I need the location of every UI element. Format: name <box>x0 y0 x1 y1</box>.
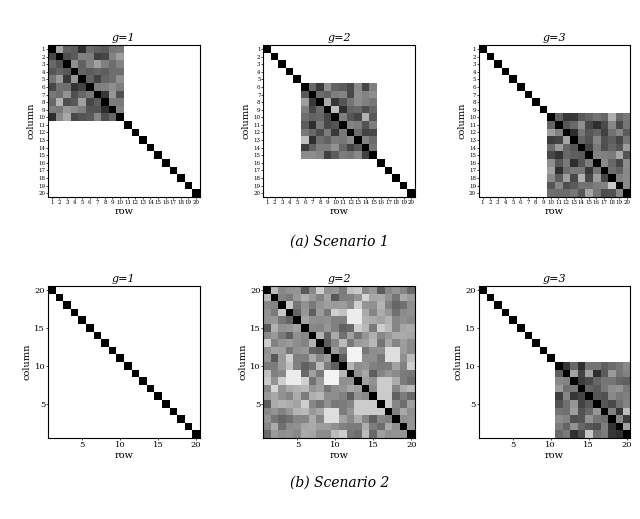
Y-axis label: column: column <box>238 344 247 380</box>
Y-axis label: column: column <box>242 103 251 139</box>
Title: g=2: g=2 <box>328 33 351 43</box>
Y-axis label: column: column <box>453 344 463 380</box>
X-axis label: row: row <box>545 208 564 216</box>
X-axis label: row: row <box>545 452 564 460</box>
Title: g=2: g=2 <box>328 274 351 284</box>
Y-axis label: column: column <box>26 103 35 139</box>
Y-axis label: column: column <box>457 103 466 139</box>
X-axis label: row: row <box>330 452 349 460</box>
X-axis label: row: row <box>330 208 349 216</box>
Title: g=1: g=1 <box>112 33 136 43</box>
Title: g=3: g=3 <box>543 274 566 284</box>
X-axis label: row: row <box>115 208 133 216</box>
Text: (a) Scenario 1: (a) Scenario 1 <box>290 235 388 249</box>
Title: g=1: g=1 <box>112 274 136 284</box>
Y-axis label: column: column <box>22 344 32 380</box>
Title: g=3: g=3 <box>543 33 566 43</box>
X-axis label: row: row <box>115 452 133 460</box>
Text: (b) Scenario 2: (b) Scenario 2 <box>289 475 389 489</box>
